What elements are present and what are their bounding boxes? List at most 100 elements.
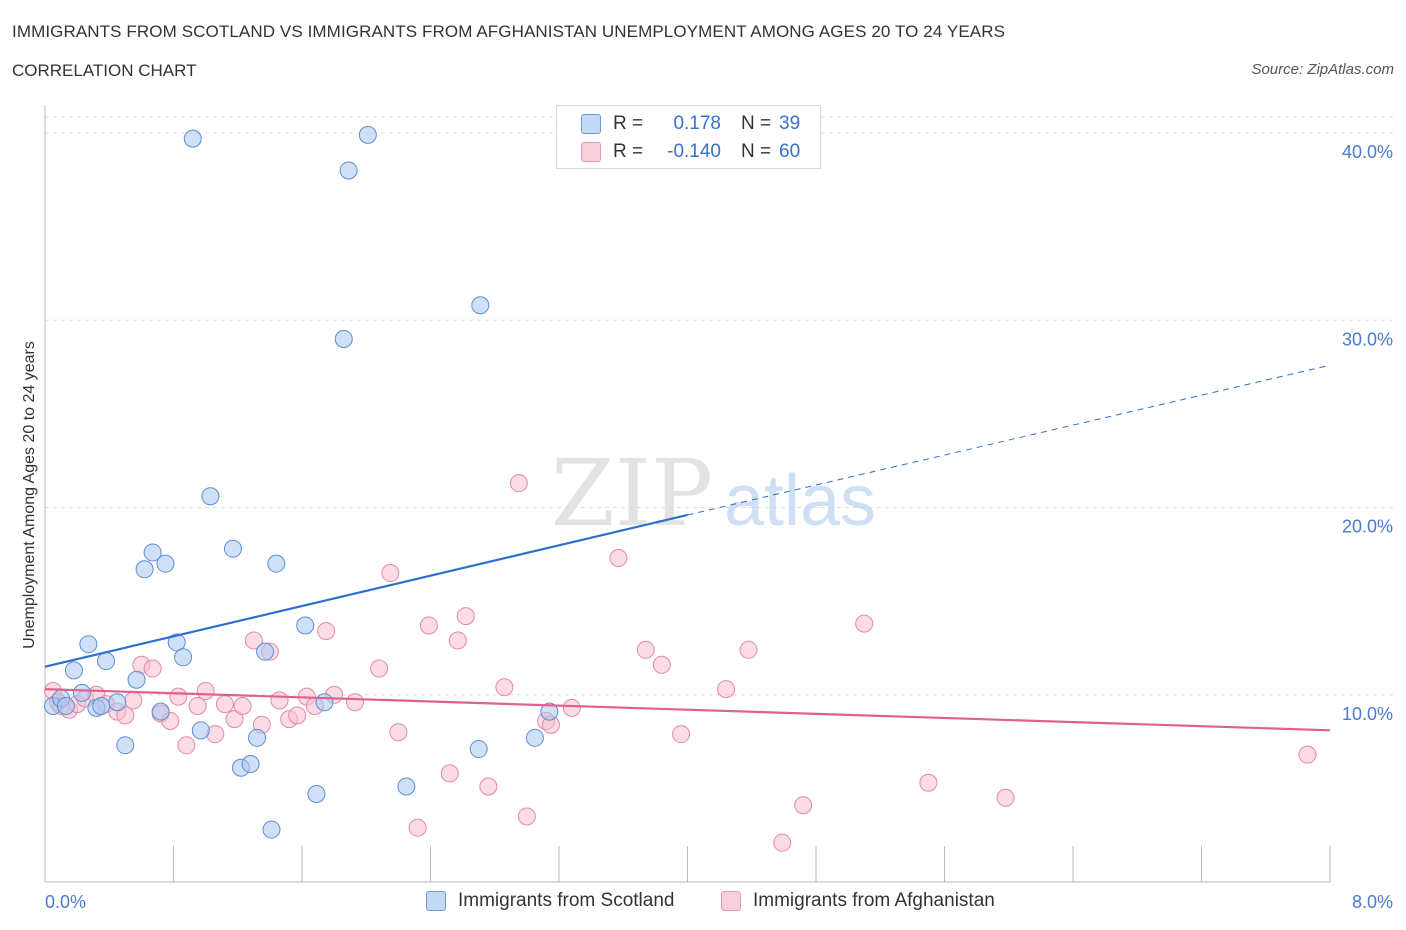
y-tick-label: 20.0% — [1342, 517, 1393, 537]
point-afghanistan — [143, 659, 162, 678]
series-afghanistan-points — [44, 474, 1317, 852]
legend-r-value-scotland: 0.178 — [673, 113, 721, 134]
point-afghanistan — [215, 695, 234, 714]
legend-row-scotland: R = 0.178 N = 39 — [581, 112, 800, 136]
point-scotland — [64, 661, 83, 680]
point-afghanistan — [448, 631, 467, 650]
point-scotland — [97, 652, 116, 671]
point-afghanistan — [188, 696, 207, 715]
point-afghanistan — [672, 725, 691, 744]
y-tick-label: 40.0% — [1342, 142, 1393, 162]
point-afghanistan — [456, 607, 475, 626]
point-scotland — [116, 736, 135, 755]
point-scotland — [339, 161, 358, 180]
trend-line-scotland — [44, 513, 688, 668]
trend-lines — [44, 364, 1331, 732]
point-afghanistan — [346, 693, 365, 712]
x-tick-label-min: 0.0% — [45, 892, 86, 912]
legend-swatch-scotland — [581, 114, 601, 134]
point-scotland — [135, 560, 154, 579]
point-afghanistan — [196, 682, 215, 701]
point-afghanistan — [739, 640, 758, 659]
point-afghanistan — [116, 706, 135, 725]
point-scotland — [358, 125, 377, 144]
point-scotland — [151, 702, 170, 721]
point-scotland — [267, 554, 286, 573]
y-axis-label: Unemployment Among Ages 20 to 24 years — [21, 341, 38, 649]
trend-line-scotland-extension — [687, 364, 1331, 516]
point-afghanistan — [408, 818, 427, 837]
point-afghanistan — [609, 549, 628, 568]
legend-n-label: N = — [741, 141, 772, 162]
tick-labels: 10.0% 20.0% 30.0% 40.0% 0.0% 8.0% — [45, 142, 1393, 912]
point-afghanistan — [389, 723, 408, 742]
point-afghanistan — [381, 564, 400, 583]
grid-lines — [45, 116, 1395, 696]
legend-row-afghanistan: R = -0.140 N = 60 — [581, 140, 800, 164]
point-afghanistan — [440, 764, 459, 783]
point-afghanistan — [370, 659, 389, 678]
point-scotland — [307, 784, 326, 803]
point-scotland — [397, 777, 416, 796]
point-afghanistan — [1298, 745, 1317, 764]
bottom-legend-swatch-scotland — [426, 891, 446, 911]
point-scotland — [143, 543, 162, 562]
point-afghanistan — [124, 691, 143, 710]
point-scotland — [248, 728, 267, 747]
stats-legend: R = 0.178 N = 39 R = -0.140 N = 60 — [556, 105, 821, 169]
bottom-legend-label-afghanistan: Immigrants from Afghanistan — [753, 890, 995, 911]
legend-r-value-afghanistan: -0.140 — [667, 141, 721, 162]
point-afghanistan — [919, 773, 938, 792]
point-afghanistan — [317, 622, 336, 641]
point-scotland — [167, 633, 186, 652]
watermark-zip: ZIP — [551, 440, 713, 547]
trend-line-afghanistan — [44, 688, 1331, 732]
x-tick-label-max: 8.0% — [1352, 892, 1393, 912]
chart-title: IMMIGRANTS FROM SCOTLAND VS IMMIGRANTS F… — [12, 22, 1006, 41]
point-scotland — [315, 693, 334, 712]
point-scotland — [471, 296, 490, 315]
point-scotland — [469, 740, 488, 759]
axes — [44, 105, 1331, 883]
point-afghanistan — [270, 691, 289, 710]
point-scotland — [156, 554, 175, 573]
point-scotland — [540, 702, 559, 721]
point-scotland — [183, 129, 202, 148]
point-afghanistan — [233, 696, 252, 715]
point-afghanistan — [794, 796, 813, 815]
point-afghanistan — [562, 698, 581, 717]
point-scotland — [525, 728, 544, 747]
source-credit: Source: ZipAtlas.com — [1251, 61, 1394, 78]
point-afghanistan — [509, 474, 528, 493]
point-scotland — [92, 696, 111, 715]
point-scotland — [174, 648, 193, 667]
point-scotland — [296, 616, 315, 635]
watermark: ZIP atlas — [551, 440, 876, 547]
point-afghanistan — [244, 631, 263, 650]
series-scotland-points — [44, 125, 559, 839]
legend-n-value-scotland: 39 — [779, 113, 801, 134]
point-scotland — [127, 670, 146, 689]
legend-n-label: N = — [741, 113, 772, 134]
point-scotland — [256, 642, 275, 661]
point-scotland — [241, 755, 260, 774]
legend-n-value-afghanistan: 60 — [779, 141, 801, 162]
point-afghanistan — [717, 680, 736, 699]
legend-r-label: R = — [613, 113, 644, 134]
point-scotland — [262, 820, 281, 839]
point-afghanistan — [996, 788, 1015, 807]
bottom-legend-afghanistan: Immigrants from Afghanistan — [721, 890, 995, 912]
point-scotland — [72, 683, 91, 702]
legend-swatch-afghanistan — [581, 142, 601, 162]
y-tick-label: 10.0% — [1342, 704, 1393, 724]
point-afghanistan — [288, 706, 307, 725]
point-afghanistan — [855, 614, 874, 633]
point-afghanistan — [479, 777, 498, 796]
bottom-legend-label-scotland: Immigrants from Scotland — [458, 890, 675, 911]
watermark-atlas: atlas — [724, 461, 876, 541]
point-afghanistan — [495, 678, 514, 697]
y-tick-label: 30.0% — [1342, 329, 1393, 349]
point-afghanistan — [177, 736, 196, 755]
point-afghanistan — [773, 833, 792, 852]
